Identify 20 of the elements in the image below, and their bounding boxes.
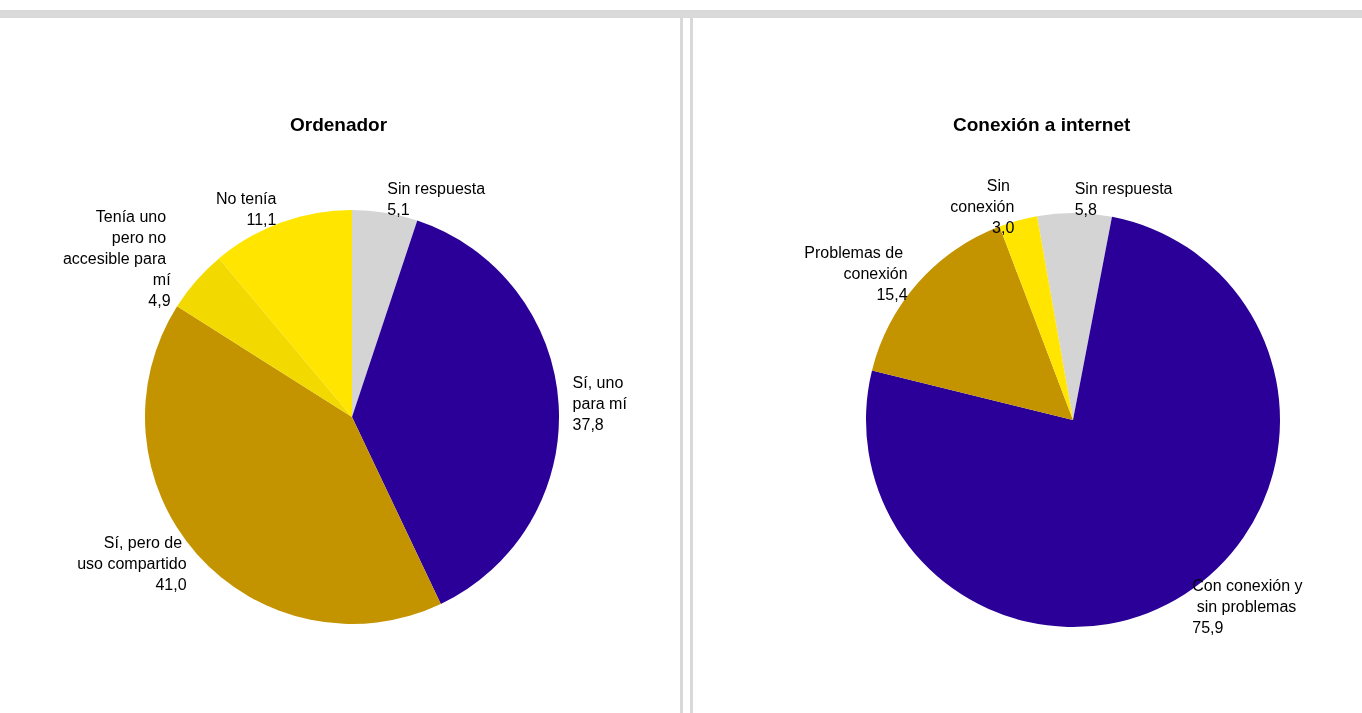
slice-label: Tenía uno pero no accesible para mí: [62, 207, 172, 288]
data-label: 11,1: [246, 211, 277, 229]
slice-label: Sin respuesta: [1074, 180, 1173, 198]
slice-label: Sin respuesta: [387, 179, 486, 197]
chart-title: Conexión a internet: [953, 114, 1132, 135]
data-label: 41,0: [155, 576, 187, 594]
slice-label: Sin conexión: [950, 177, 1015, 216]
slice-label: Problemas de conexión: [804, 244, 908, 283]
chart-title: Ordenador: [290, 114, 388, 135]
slice-label: Sí, pero de uso compartido: [77, 534, 187, 573]
data-label: 4,9: [148, 291, 171, 309]
slice-label: Con conexión y sin problemas: [1192, 576, 1303, 615]
data-label: 3,0: [992, 219, 1015, 237]
slice-label: No tenía: [215, 190, 277, 208]
data-label: 37,8: [572, 415, 604, 433]
data-label: 5,1: [387, 200, 410, 218]
data-label: 5,8: [1074, 201, 1097, 219]
data-label: 15,4: [876, 286, 908, 304]
data-label: 75,9: [1192, 618, 1224, 636]
slice-label: Sí, uno para mí: [572, 373, 628, 412]
